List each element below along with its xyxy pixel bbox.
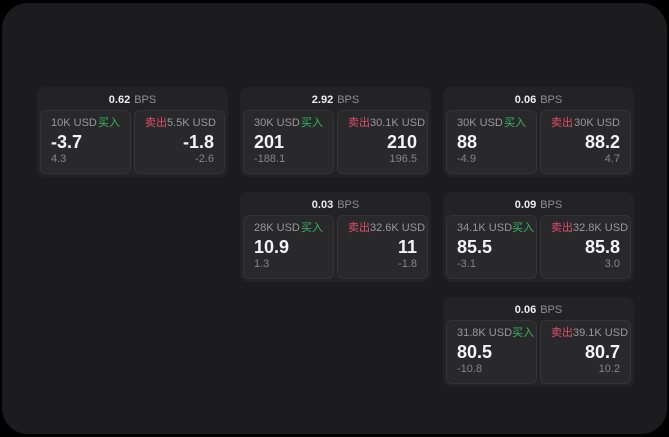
bps-value: 0.09 xyxy=(514,199,537,211)
buy-amount: 30K USD xyxy=(254,117,300,129)
sell-amount: 30.1K USD xyxy=(370,117,426,129)
buy-price: 88 xyxy=(457,131,478,152)
sell-amount: 5.5K USD xyxy=(167,117,216,129)
buy-delta: -3.1 xyxy=(457,258,476,270)
bps-unit-label: BPS xyxy=(540,94,563,106)
buy-panel[interactable]: 30K USD 买入 88 -4.9 xyxy=(446,110,537,174)
buy-price: -3.7 xyxy=(51,131,83,152)
quote-card-grid: 0.62 BPS 10K USD 买入 -3.7 4.3 卖出 5.5K USD xyxy=(37,87,634,387)
bps-unit-label: BPS xyxy=(337,199,360,211)
buy-label: 买入 xyxy=(98,117,120,129)
buy-delta: 4.3 xyxy=(51,153,67,165)
sell-delta: -1.8 xyxy=(398,258,417,270)
sell-amount: 32.8K USD xyxy=(573,222,629,234)
buy-label: 买入 xyxy=(512,222,535,234)
sell-panel[interactable]: 卖出 32.6K USD 11 -1.8 xyxy=(337,215,428,279)
buy-delta: -188.1 xyxy=(254,153,286,165)
buy-amount: 30K USD xyxy=(457,117,503,129)
card-header: 2.92 BPS xyxy=(243,90,428,110)
sell-label: 卖出 xyxy=(348,117,370,129)
quote-card: 0.06 BPS 31.8K USD 买入 80.5 -10.8 卖出 39.1… xyxy=(443,297,634,387)
sell-price: -1.8 xyxy=(182,131,214,152)
sell-panel[interactable]: 卖出 39.1K USD 80.7 10.2 xyxy=(540,320,631,384)
sell-panel[interactable]: 卖出 30.1K USD 210 196.5 xyxy=(337,110,428,174)
sell-price: 88.2 xyxy=(584,131,620,152)
sell-label: 卖出 xyxy=(551,327,573,339)
sell-amount: 32.6K USD xyxy=(370,222,426,234)
bps-unit-label: BPS xyxy=(540,199,563,211)
sell-delta: 196.5 xyxy=(389,153,417,165)
buy-delta: -4.9 xyxy=(457,153,476,165)
sell-price: 80.7 xyxy=(584,341,620,362)
sell-delta: 4.7 xyxy=(604,153,620,165)
bps-value: 0.06 xyxy=(514,94,537,106)
app-screen: 0.62 BPS 10K USD 买入 -3.7 4.3 卖出 5.5K USD xyxy=(2,3,667,434)
card-header: 0.62 BPS xyxy=(40,90,225,110)
sell-delta: 10.2 xyxy=(598,363,620,375)
buy-price: 80.5 xyxy=(457,341,493,362)
buy-delta: 1.3 xyxy=(254,258,270,270)
sell-label: 卖出 xyxy=(551,117,573,129)
buy-price: 10.9 xyxy=(254,236,290,257)
card-header: 0.06 BPS xyxy=(446,90,631,110)
sell-label: 卖出 xyxy=(348,222,370,234)
buy-delta: -10.8 xyxy=(457,363,483,375)
quote-card: 0.03 BPS 28K USD 买入 10.9 1.3 卖出 32.6K US… xyxy=(240,192,431,282)
buy-panel[interactable]: 31.8K USD 买入 80.5 -10.8 xyxy=(446,320,537,384)
buy-amount: 28K USD xyxy=(254,222,300,234)
sell-label: 卖出 xyxy=(145,117,167,129)
buy-panel[interactable]: 28K USD 买入 10.9 1.3 xyxy=(243,215,334,279)
quote-card: 2.92 BPS 30K USD 买入 201 -188.1 卖出 30.1K … xyxy=(240,87,431,177)
bps-value: 0.62 xyxy=(108,94,131,106)
sell-panel[interactable]: 卖出 5.5K USD -1.8 -2.6 xyxy=(134,110,225,174)
buy-panel[interactable]: 30K USD 买入 201 -188.1 xyxy=(243,110,334,174)
bps-value: 2.92 xyxy=(311,94,334,106)
bps-unit-label: BPS xyxy=(134,94,157,106)
bps-value: 0.06 xyxy=(514,304,537,316)
sell-delta: 3.0 xyxy=(604,258,620,270)
buy-panel[interactable]: 34.1K USD 买入 85.5 -3.1 xyxy=(446,215,537,279)
sell-delta: -2.6 xyxy=(195,153,214,165)
quote-card: 0.09 BPS 34.1K USD 买入 85.5 -3.1 卖出 32.8K… xyxy=(443,192,634,282)
sell-panel[interactable]: 卖出 30K USD 88.2 4.7 xyxy=(540,110,631,174)
buy-label: 买入 xyxy=(301,117,323,129)
buy-price: 85.5 xyxy=(457,236,493,257)
sell-amount: 39.1K USD xyxy=(573,327,629,339)
bps-unit-label: BPS xyxy=(337,94,360,106)
buy-label: 买入 xyxy=(504,117,526,129)
sell-label: 卖出 xyxy=(551,222,573,234)
buy-price: 201 xyxy=(254,131,285,152)
card-header: 0.03 BPS xyxy=(243,195,428,215)
buy-panel[interactable]: 10K USD 买入 -3.7 4.3 xyxy=(40,110,131,174)
sell-price: 210 xyxy=(386,131,417,152)
sell-price: 11 xyxy=(397,236,417,257)
card-header: 0.06 BPS xyxy=(446,300,631,320)
buy-amount: 31.8K USD xyxy=(457,327,513,339)
quote-card: 0.06 BPS 30K USD 买入 88 -4.9 卖出 30K USD xyxy=(443,87,634,177)
buy-label: 买入 xyxy=(301,222,323,234)
buy-label: 买入 xyxy=(512,327,535,339)
bps-value: 0.03 xyxy=(311,199,334,211)
sell-amount: 30K USD xyxy=(574,117,620,129)
card-header: 0.09 BPS xyxy=(446,195,631,215)
buy-amount: 34.1K USD xyxy=(457,222,513,234)
quote-card: 0.62 BPS 10K USD 买入 -3.7 4.3 卖出 5.5K USD xyxy=(37,87,228,177)
bps-unit-label: BPS xyxy=(540,304,563,316)
sell-price: 85.8 xyxy=(584,236,620,257)
buy-amount: 10K USD xyxy=(51,117,97,129)
sell-panel[interactable]: 卖出 32.8K USD 85.8 3.0 xyxy=(540,215,631,279)
